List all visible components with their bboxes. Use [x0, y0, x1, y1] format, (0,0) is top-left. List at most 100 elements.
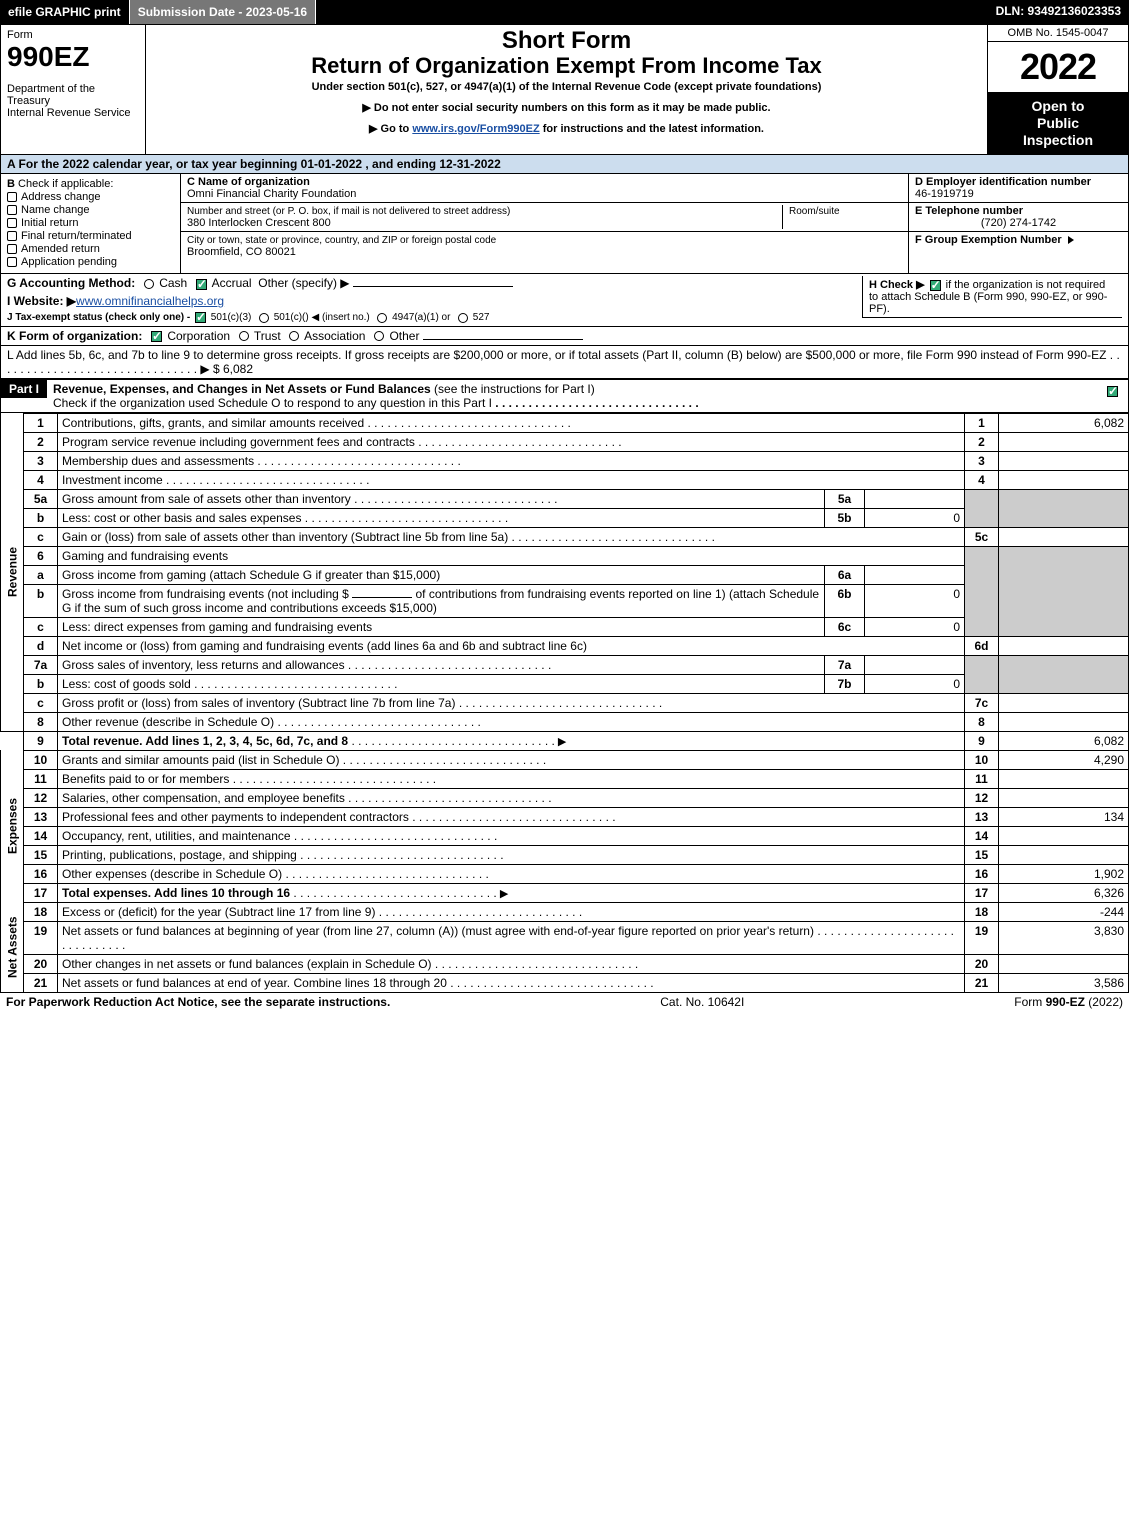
j-label: J Tax-exempt status (check only one) -: [7, 313, 190, 324]
row17-desc: Total expenses. Add lines 10 through 16: [58, 883, 965, 902]
k-other-input[interactable]: [423, 339, 583, 340]
h-checkbox[interactable]: [930, 280, 941, 291]
row1-num: 1: [24, 413, 58, 432]
j-b: 501(c)(: [274, 313, 306, 324]
row6d-linenum: 6d: [965, 636, 999, 655]
g-other: Other (specify) ▶: [258, 276, 349, 290]
row6c-sub: 6c: [825, 617, 865, 636]
chk-final-return[interactable]: Final return/terminated: [7, 230, 174, 242]
chk-name-change[interactable]: Name change: [7, 204, 174, 216]
row6-shade1: [965, 546, 999, 636]
chk-application-pending[interactable]: Application pending: [7, 256, 174, 268]
row6b-blank[interactable]: [352, 597, 412, 598]
row1-linenum: 1: [965, 413, 999, 432]
chk-initial-return[interactable]: Initial return: [7, 217, 174, 229]
form-header-center: Short Form Return of Organization Exempt…: [146, 25, 988, 154]
row5a-subval: [865, 489, 965, 508]
j-501c3-checkbox[interactable]: [195, 312, 206, 323]
row8-desc: Other revenue (describe in Schedule O): [58, 712, 965, 731]
row18-amt: -244: [999, 902, 1129, 921]
open2: Public: [992, 115, 1124, 132]
row1-amt: 6,082: [999, 413, 1129, 432]
f-label: F Group Exemption Number: [915, 234, 1062, 246]
line-l: L Add lines 5b, 6c, and 7b to line 9 to …: [0, 346, 1129, 379]
row13-linenum: 13: [965, 807, 999, 826]
room-suite-label: Room/suite: [789, 206, 840, 217]
row14-linenum: 14: [965, 826, 999, 845]
row5c-amt: [999, 527, 1129, 546]
part-i-checkbox[interactable]: [1107, 386, 1118, 397]
g-accrual: Accrual: [212, 276, 252, 290]
row2-num: 2: [24, 432, 58, 451]
opt1: Name change: [21, 204, 90, 216]
l-text: L Add lines 5b, 6c, and 7b to line 9 to …: [7, 348, 1106, 362]
k-trust: Trust: [254, 329, 281, 343]
row6c-subval: 0: [865, 617, 965, 636]
b-label: B: [7, 178, 15, 190]
row4-amt: [999, 470, 1129, 489]
row21-amt: 3,586: [999, 973, 1129, 992]
row2-linenum: 2: [965, 432, 999, 451]
goto-pre: ▶ Go to: [369, 123, 412, 135]
row17-linenum: 17: [965, 883, 999, 902]
submission-date-button[interactable]: Submission Date - 2023-05-16: [130, 0, 316, 24]
row15-linenum: 15: [965, 845, 999, 864]
j-d: 527: [473, 313, 490, 324]
chk-amended-return[interactable]: Amended return: [7, 243, 174, 255]
form-header-left: Form 990EZ Department of the Treasury In…: [1, 25, 146, 154]
row9-num: 9: [24, 731, 58, 750]
k-corp-checkbox[interactable]: [151, 331, 162, 342]
row7b-subval: 0: [865, 674, 965, 693]
footer-left: For Paperwork Reduction Act Notice, see …: [6, 995, 390, 1009]
row4-num: 4: [24, 470, 58, 489]
j-527-radio[interactable]: [458, 313, 468, 323]
g-accrual-checkbox[interactable]: [196, 279, 207, 290]
k-assoc-radio[interactable]: [289, 331, 299, 341]
k-trust-radio[interactable]: [239, 331, 249, 341]
row7c-num: c: [24, 693, 58, 712]
l-value: 6,082: [223, 362, 253, 376]
row5a-sub: 5a: [825, 489, 865, 508]
row20-amt: [999, 954, 1129, 973]
row5ab-shade1: [965, 489, 999, 527]
footer-right-pre: Form: [1014, 995, 1045, 1009]
g-label: G Accounting Method:: [7, 276, 135, 290]
dept-line2: Internal Revenue Service: [7, 107, 139, 119]
row3-desc: Membership dues and assessments: [58, 451, 965, 470]
efile-print-button[interactable]: efile GRAPHIC print: [0, 0, 130, 24]
row18-num: 18: [24, 902, 58, 921]
row6a-subval: [865, 565, 965, 584]
row6b-sub: 6b: [825, 584, 865, 617]
j-501c-radio[interactable]: [259, 313, 269, 323]
row6a-desc: Gross income from gaming (attach Schedul…: [58, 565, 825, 584]
chk-address-change[interactable]: Address change: [7, 191, 174, 203]
row5b-num: b: [24, 508, 58, 527]
org-street: 380 Interlocken Crescent 800: [187, 217, 331, 229]
row11-linenum: 11: [965, 769, 999, 788]
row1-desc: Contributions, gifts, grants, and simila…: [58, 413, 965, 432]
row6a-sub: 6a: [825, 565, 865, 584]
k-other-radio[interactable]: [374, 331, 384, 341]
j-4947-radio[interactable]: [377, 313, 387, 323]
open1: Open to: [992, 98, 1124, 115]
irs-link[interactable]: www.irs.gov/Form990EZ: [412, 123, 539, 135]
row12-linenum: 12: [965, 788, 999, 807]
g-other-input[interactable]: [353, 286, 513, 287]
g-cash-radio[interactable]: [144, 279, 154, 289]
row17-amt: 6,326: [999, 883, 1129, 902]
row18-desc: Excess or (deficit) for the year (Subtra…: [58, 902, 965, 921]
row7c-linenum: 7c: [965, 693, 999, 712]
form-subtitle: Under section 501(c), 527, or 4947(a)(1)…: [152, 81, 981, 93]
opt4: Amended return: [21, 243, 100, 255]
row6b-num: b: [24, 584, 58, 617]
ein-value: 46-1919719: [915, 188, 974, 200]
opt2: Initial return: [21, 217, 78, 229]
form-title: Return of Organization Exempt From Incom…: [152, 53, 981, 79]
footer-right: Form 990-EZ (2022): [1014, 995, 1123, 1009]
row5b-desc: Less: cost or other basis and sales expe…: [58, 508, 825, 527]
row2-amt: [999, 432, 1129, 451]
website-link[interactable]: www.omnifinancialhelps.org: [76, 294, 224, 308]
open-inspection-box: Open to Public Inspection: [988, 92, 1128, 154]
row7b-desc: Less: cost of goods sold: [58, 674, 825, 693]
row11-num: 11: [24, 769, 58, 788]
